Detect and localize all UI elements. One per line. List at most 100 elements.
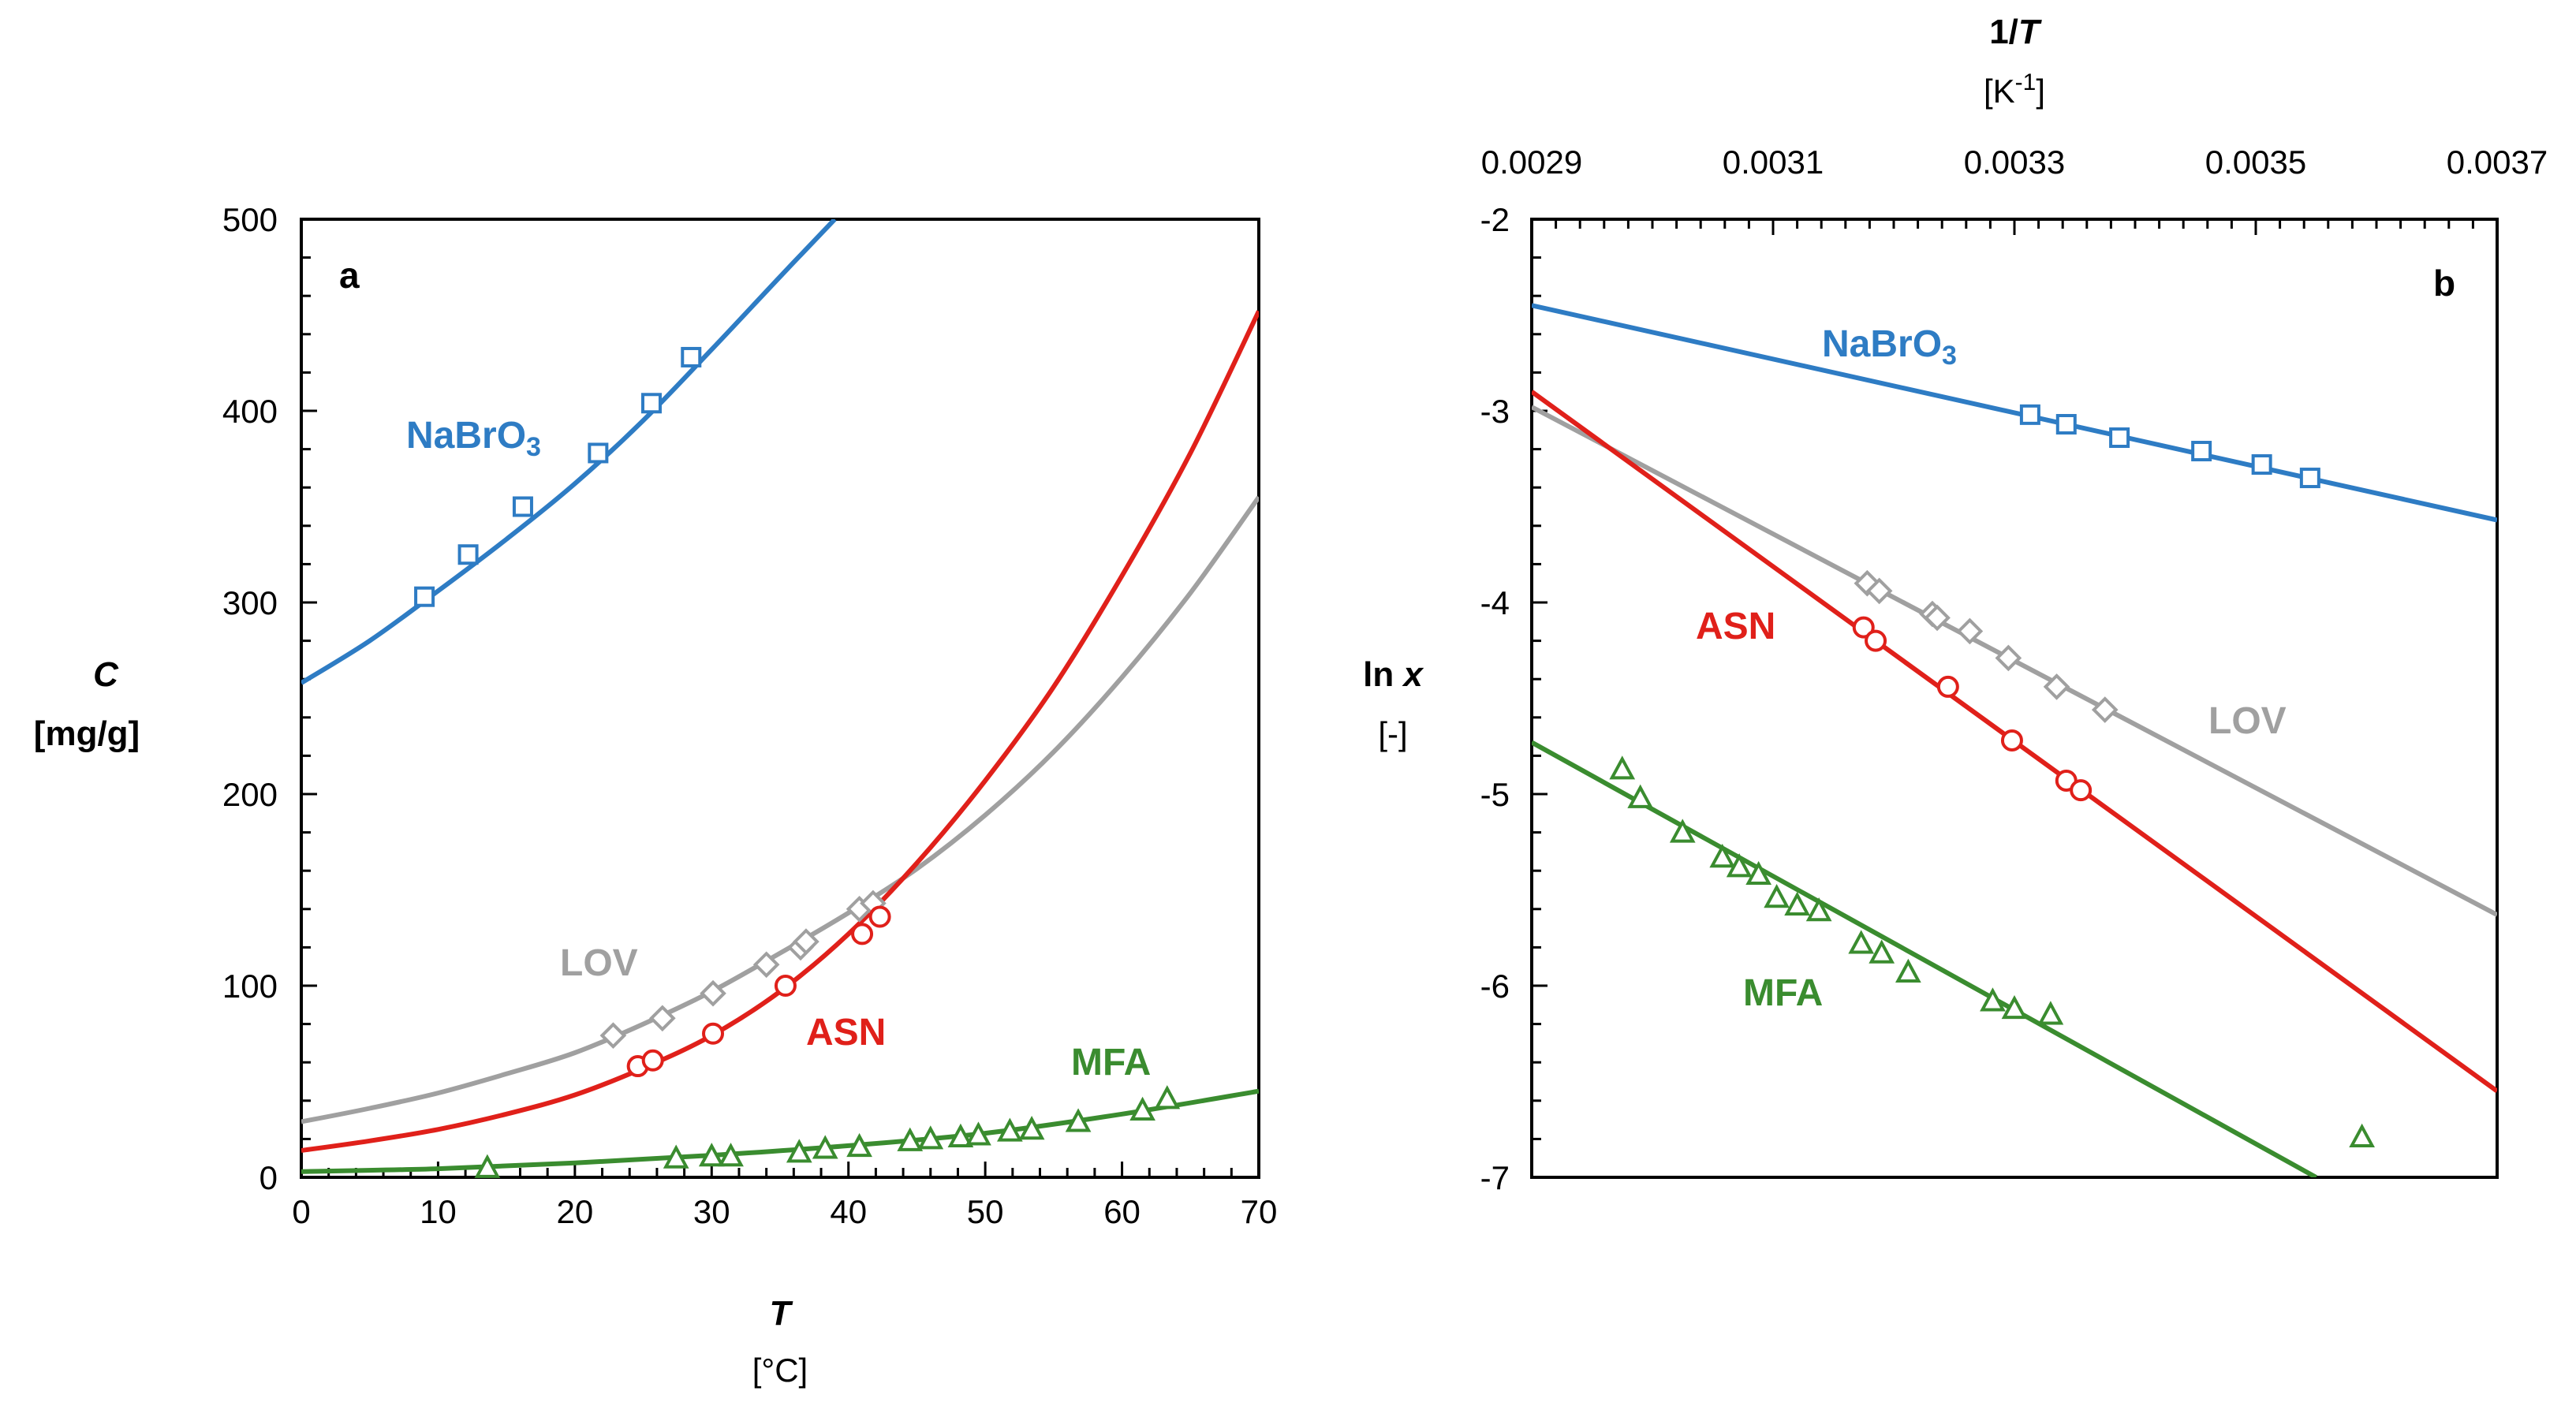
panel-b-y-axis-title: ln x	[1363, 655, 1424, 694]
panel-a-series-label-nabro3: NaBrO3	[406, 415, 541, 462]
panel-a-series-label-asn: ASN	[806, 1012, 886, 1054]
panel-b-data-points	[1609, 404, 2375, 1147]
panel-b-x-axis-title: 1/T	[1989, 13, 2042, 51]
fit-curve-nabro3	[301, 219, 837, 685]
fit-curve-asn	[301, 310, 1259, 1153]
data-point-lov	[649, 1005, 676, 1032]
panel-b-plot-frame	[1530, 218, 2499, 1179]
panel-b-label: b	[2433, 263, 2455, 304]
data-point-mfa	[812, 1135, 838, 1159]
data-point-nabro3	[2299, 468, 2320, 489]
panel-a-y-axis-unit: [mg/g]	[34, 714, 140, 753]
data-point-mfa	[1895, 958, 1921, 983]
data-point-mfa	[997, 1117, 1023, 1142]
x-tick-label: 20	[556, 1193, 593, 1230]
y-tick-label: 200	[222, 776, 278, 813]
x-tick-label: 0.0029	[1481, 144, 1582, 181]
data-point-mfa	[1848, 930, 1875, 954]
panel-b-chart: 0.0029 0.0031 0.0033 0.0035 0.0037 -2 -3 -4 -5 -6…	[1363, 13, 2548, 1196]
data-point-mfa	[1980, 987, 2006, 1012]
x-tick-label: 40	[830, 1193, 867, 1230]
fit-curve-mfa	[301, 1088, 1259, 1174]
y-tick-label: -2	[1480, 201, 1510, 238]
data-point-nabro3	[414, 586, 435, 607]
data-point-mfa	[698, 1143, 725, 1167]
data-point-mfa	[1627, 784, 1654, 808]
y-tick-label: -3	[1480, 393, 1510, 430]
data-point-asn	[641, 1049, 664, 1072]
data-point-mfa	[1745, 860, 1771, 886]
y-tick-label: 400	[222, 393, 278, 430]
data-point-mfa	[474, 1154, 501, 1178]
y-tick-label: -4	[1480, 584, 1510, 621]
panel-a-label: a	[339, 255, 360, 296]
x-tick-label: 0.0031	[1723, 144, 1824, 181]
data-point-nabro3	[640, 393, 662, 414]
data-point-nabro3	[2055, 414, 2077, 435]
data-point-mfa	[786, 1139, 812, 1163]
data-point-mfa	[1764, 884, 1790, 908]
data-point-nabro3	[2251, 454, 2272, 476]
data-point-nabro3	[2109, 427, 2130, 449]
data-point-asn	[2070, 779, 2093, 802]
data-point-mfa	[1065, 1108, 1092, 1132]
data-point-lov	[752, 951, 780, 979]
y-tick-label: -7	[1480, 1159, 1510, 1196]
x-tick-label: 70	[1241, 1193, 1278, 1230]
panel-a-series-label-mfa: MFA	[1071, 1042, 1151, 1083]
panel-a-y-axis-title: C	[93, 655, 119, 694]
x-tick-label: 0.0037	[2447, 144, 2548, 181]
data-point-lov	[1924, 604, 1951, 632]
panel-b-series-label-lov: LOV	[2208, 700, 2287, 742]
data-point-lov	[793, 928, 819, 955]
data-point-asn	[1852, 616, 1875, 639]
data-point-mfa	[1726, 853, 1753, 878]
x-tick-label: 30	[693, 1193, 730, 1230]
panel-a-fit-curves	[301, 219, 1259, 1174]
data-point-lov	[1956, 617, 1984, 645]
panel-a-axis-ticks: 0 10 20 30 40 50 60 70 0 100 200 300 400 500	[222, 201, 1277, 1230]
data-point-asn	[774, 975, 797, 997]
panel-a-series-label-lov: LOV	[560, 942, 638, 984]
data-point-mfa	[663, 1144, 689, 1169]
fit-line-mfa	[1532, 740, 2317, 1177]
panel-a-x-axis-title: T	[770, 1294, 793, 1333]
data-point-asn	[1865, 629, 1887, 652]
y-tick-label: 300	[222, 584, 278, 621]
y-tick-label: -5	[1480, 776, 1510, 813]
x-tick-label: 0	[292, 1193, 310, 1230]
data-point-mfa	[846, 1132, 872, 1158]
panel-b-series-label-nabro3: NaBrO3	[1822, 323, 1957, 371]
data-point-mfa	[1869, 939, 1895, 964]
x-tick-label: 60	[1103, 1193, 1141, 1230]
data-point-mfa	[1609, 755, 1636, 780]
panel-b-series-label-asn: ASN	[1696, 606, 1775, 647]
y-tick-label: 500	[222, 201, 278, 238]
data-point-mfa	[2349, 1123, 2375, 1147]
data-point-mfa	[1129, 1096, 1155, 1121]
panel-b-y-axis-unit: [-]	[1378, 715, 1407, 752]
panel-a-chart: 0 10 20 30 40 50 60 70 0 100 200 300 400 500 a NaBrO3…	[34, 201, 1278, 1389]
data-point-lov	[2091, 696, 2119, 723]
data-point-lov	[1995, 644, 2022, 672]
data-point-mfa	[1154, 1085, 1181, 1110]
x-tick-label: 0.0035	[2205, 144, 2306, 181]
panel-a-x-axis-unit: [°C]	[752, 1352, 808, 1389]
data-point-mfa	[917, 1125, 944, 1150]
data-point-lov	[700, 979, 726, 1007]
y-tick-label: -6	[1480, 968, 1510, 1005]
data-point-mfa	[2001, 994, 2028, 1020]
data-point-mfa	[965, 1121, 991, 1146]
data-point-nabro3	[2019, 404, 2040, 425]
data-point-mfa	[1784, 891, 1810, 916]
data-point-mfa	[897, 1127, 924, 1151]
data-point-mfa	[1018, 1116, 1045, 1140]
data-point-asn	[868, 905, 891, 928]
data-point-asn	[2000, 729, 2023, 751]
panel-b-x-axis-unit: [K-1]	[1984, 69, 2045, 110]
y-tick-label: 100	[222, 968, 278, 1005]
data-point-asn	[1936, 675, 1959, 698]
data-point-asn	[851, 923, 874, 945]
data-point-mfa	[1709, 843, 1736, 868]
